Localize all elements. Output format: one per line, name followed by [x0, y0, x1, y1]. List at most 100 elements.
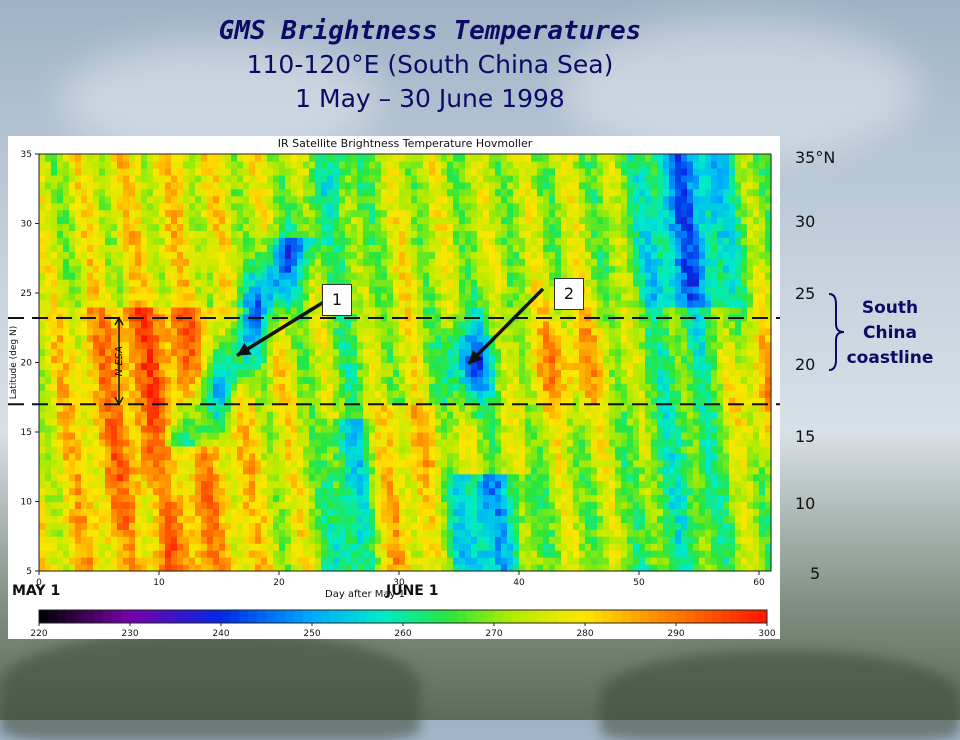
heatmap-cell [99, 286, 106, 294]
heatmap-cell [429, 293, 436, 301]
heatmap-cell [525, 508, 532, 516]
heatmap-cell [513, 355, 520, 364]
heatmap-cell [219, 390, 226, 398]
heatmap-cell [405, 404, 412, 412]
heatmap-cell [291, 251, 298, 259]
heatmap-cell [75, 286, 82, 294]
heatmap-cell [381, 452, 388, 461]
heatmap-cell [345, 279, 352, 287]
heatmap-cell [519, 418, 526, 426]
heatmap-cell [183, 202, 190, 211]
heatmap-cell [339, 369, 346, 377]
heatmap-cell [357, 154, 364, 162]
heatmap-cell [39, 418, 46, 426]
heatmap-cell [351, 439, 358, 447]
heatmap-cell [177, 244, 184, 252]
heatmap-cell [297, 167, 304, 176]
heatmap-cell [195, 341, 202, 350]
heatmap-cell [45, 223, 52, 231]
heatmap-cell [369, 341, 376, 350]
heatmap-cell [309, 286, 316, 294]
heatmap-cell [525, 501, 532, 509]
slide-subtitle-dates: 1 May – 30 June 1998 [295, 84, 565, 113]
heatmap-cell [459, 279, 466, 287]
heatmap-cell [441, 564, 448, 572]
heatmap-cell [75, 230, 82, 238]
heatmap-cell [285, 355, 292, 364]
heatmap-cell [363, 293, 370, 301]
heatmap-cell [297, 515, 304, 523]
heatmap-cell [333, 327, 340, 336]
heatmap-cell [69, 293, 76, 301]
heatmap-cell [351, 494, 358, 503]
heatmap-cell [483, 348, 490, 357]
heatmap-cell [111, 223, 118, 231]
heatmap-cell [507, 473, 514, 482]
heatmap-cell [507, 355, 514, 364]
heatmap-cell [117, 181, 124, 190]
heatmap-cell [489, 459, 496, 468]
heatmap-cell [123, 209, 130, 218]
heatmap-cell [459, 167, 466, 176]
heatmap-cell [531, 480, 538, 489]
heatmap-cell [75, 327, 82, 336]
heatmap-cell [345, 320, 352, 329]
heatmap-cell [513, 376, 520, 384]
heatmap-cell [129, 293, 136, 301]
heatmap-cell [183, 209, 190, 218]
heatmap-cell [387, 452, 394, 461]
heatmap-cell [189, 258, 196, 266]
heatmap-cell [417, 550, 424, 558]
heatmap-cell [531, 452, 538, 461]
heatmap-cell [447, 244, 454, 252]
heatmap-cell [303, 362, 310, 370]
heatmap-cell [201, 202, 208, 211]
heatmap-cell [429, 181, 436, 190]
heatmap-cell [45, 327, 52, 336]
heatmap-cell [369, 286, 376, 294]
heatmap-cell [483, 501, 490, 509]
heatmap-cell [303, 327, 310, 336]
heatmap-cell [87, 404, 94, 412]
heatmap-cell [153, 425, 160, 433]
heatmap-cell [351, 536, 358, 544]
heatmap-cell [345, 244, 352, 252]
heatmap-cell [171, 543, 178, 551]
heatmap-cell [429, 376, 436, 384]
heatmap-cell [207, 397, 214, 405]
heatmap-cell [153, 293, 160, 301]
heatmap-cell [333, 320, 340, 329]
heatmap-cell [381, 209, 388, 218]
heatmap-cell [75, 154, 82, 162]
heatmap-cell [219, 209, 226, 218]
heatmap-cell [303, 279, 310, 287]
heatmap-cell [321, 251, 328, 259]
heatmap-cell [309, 154, 316, 162]
heatmap-cell [369, 452, 376, 461]
heatmap-cell [243, 258, 250, 266]
heatmap-cell [219, 272, 226, 280]
heatmap-cell [339, 161, 346, 169]
heatmap-cell [339, 181, 346, 190]
heatmap-cell [249, 390, 256, 398]
heatmap-cell [363, 167, 370, 176]
heatmap-cell [267, 348, 274, 357]
heatmap-cell [339, 411, 346, 419]
heatmap-cell [279, 174, 286, 183]
heatmap-cell [213, 439, 220, 447]
heatmap-cell [213, 383, 220, 391]
heatmap-cell [189, 369, 196, 377]
heatmap-cell [489, 536, 496, 544]
heatmap-cell [321, 564, 328, 572]
slide-subtitle-region: 110-120°E (South China Sea) [246, 50, 614, 79]
heatmap-cell [345, 154, 352, 162]
heatmap-cell [219, 466, 226, 475]
heatmap-cell [183, 515, 190, 523]
heatmap-cell [207, 543, 214, 551]
heatmap-cell [357, 439, 364, 447]
heatmap-cell [339, 480, 346, 489]
heatmap-cell [333, 397, 340, 405]
heatmap-cell [171, 327, 178, 336]
heatmap-cell [63, 265, 70, 273]
heatmap-cell [483, 244, 490, 252]
